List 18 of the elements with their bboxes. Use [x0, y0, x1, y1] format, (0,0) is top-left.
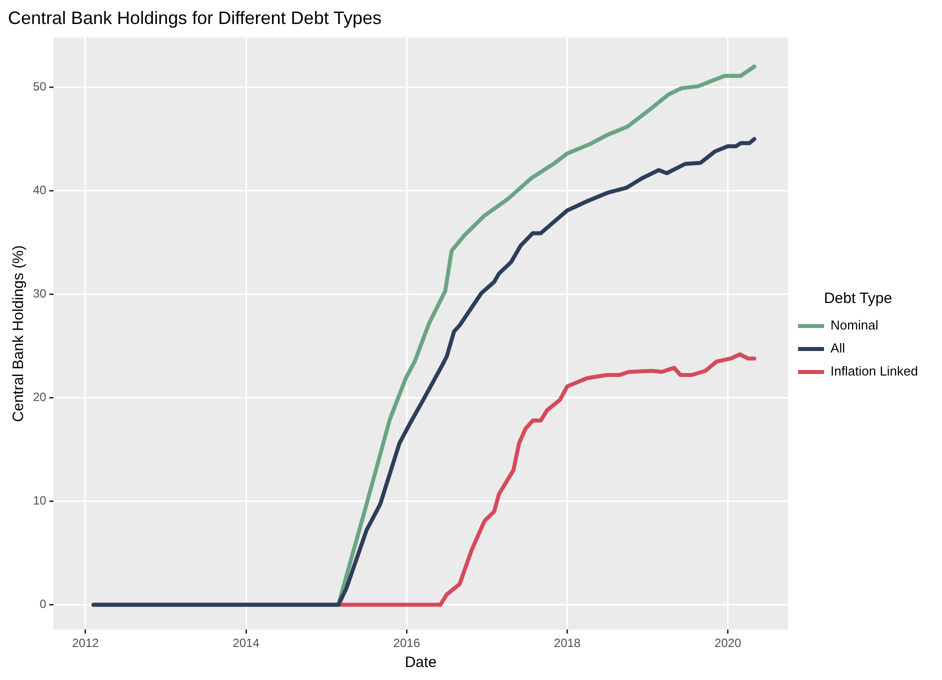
x-tick-label: 2012: [72, 636, 100, 650]
x-axis-title: Date: [404, 654, 437, 672]
y-tick-label: 0: [40, 597, 47, 612]
y-tick-label: 40: [32, 183, 47, 198]
y-tick-label: 30: [32, 286, 47, 301]
y-tick-label: 50: [32, 80, 47, 94]
y-tick-label: 20: [32, 390, 47, 404]
x-tick-label: 2014: [232, 636, 260, 650]
y-axis-title: Central Bank Holdings (%): [10, 245, 28, 422]
legend-label: Inflation Linked: [830, 364, 918, 379]
y-tick-label: 10: [32, 494, 47, 508]
x-tick-label: 2020: [714, 636, 742, 650]
legend-title: Debt Type: [824, 290, 892, 308]
legend-label: All: [830, 340, 846, 356]
legend-label: Nominal: [830, 318, 878, 333]
chart-title: Central Bank Holdings for Different Debt Types: [8, 8, 382, 28]
x-tick-label: 2016: [393, 636, 420, 650]
x-tick-label: 2018: [554, 636, 581, 650]
